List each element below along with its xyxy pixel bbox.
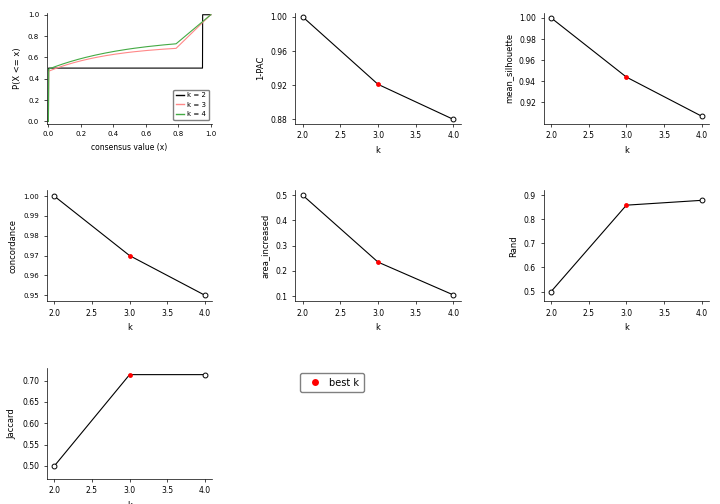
Y-axis label: P(X <= x): P(X <= x) <box>14 47 22 89</box>
Y-axis label: Jaccard: Jaccard <box>8 408 17 438</box>
X-axis label: k: k <box>127 324 132 333</box>
Y-axis label: concordance: concordance <box>9 219 18 273</box>
Y-axis label: mean_silhouette: mean_silhouette <box>505 33 513 103</box>
Legend: best k: best k <box>300 372 364 393</box>
X-axis label: k: k <box>376 324 380 333</box>
Y-axis label: 1-PAC: 1-PAC <box>256 56 265 80</box>
X-axis label: k: k <box>376 146 380 155</box>
Y-axis label: area_increased: area_increased <box>261 214 270 278</box>
X-axis label: k: k <box>624 324 629 333</box>
Y-axis label: Rand: Rand <box>509 235 518 257</box>
X-axis label: k: k <box>624 146 629 155</box>
Legend: k = 2, k = 3, k = 4: k = 2, k = 3, k = 4 <box>174 90 209 120</box>
X-axis label: k: k <box>127 501 132 504</box>
X-axis label: consensus value (x): consensus value (x) <box>91 143 168 152</box>
